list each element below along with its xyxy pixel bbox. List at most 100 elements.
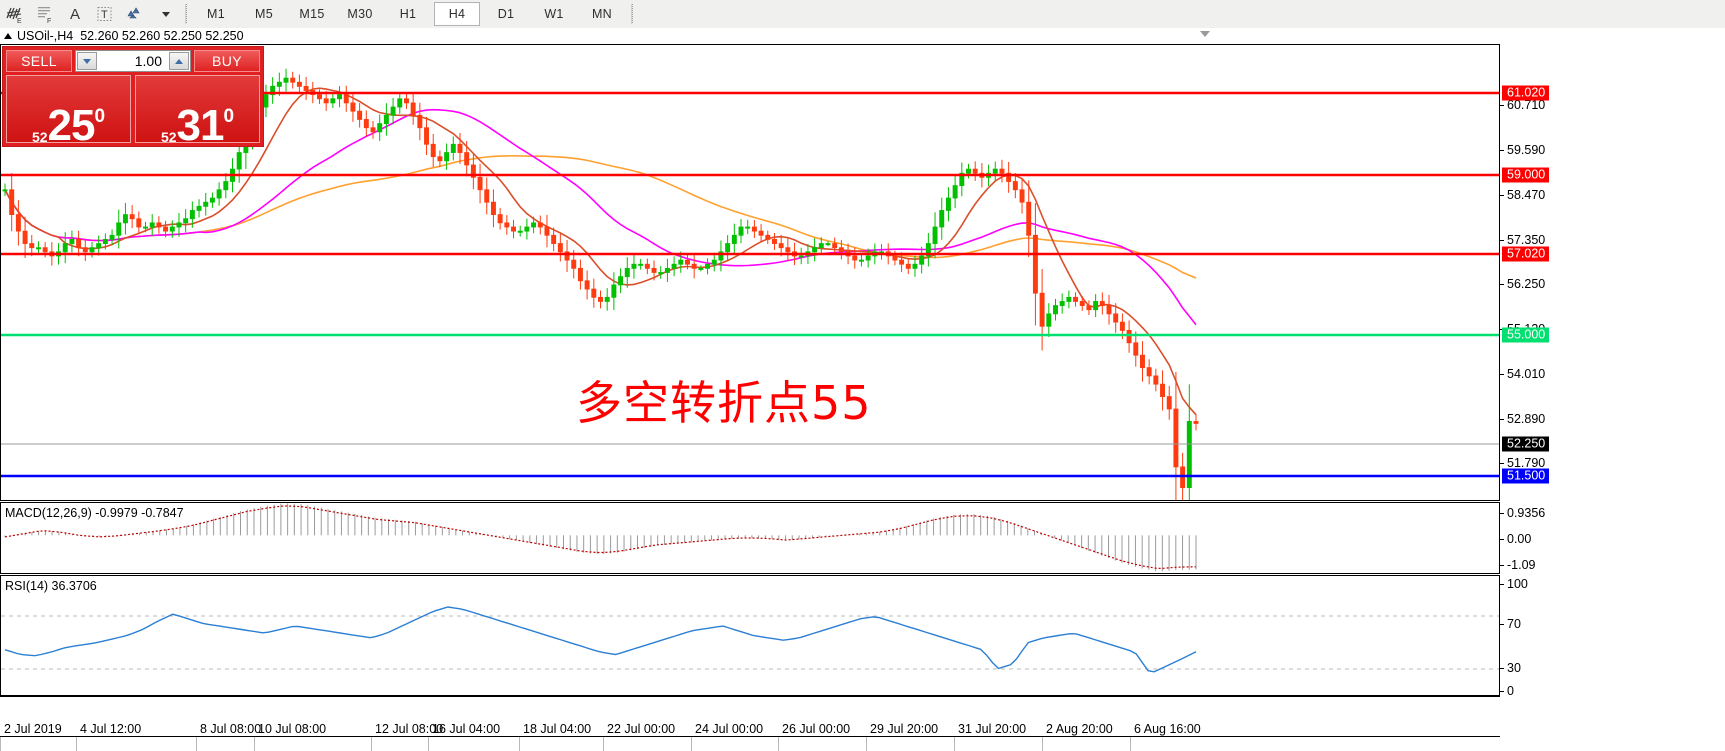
price-tick: 57.350 xyxy=(1500,233,1545,247)
price-tick: 60.710 xyxy=(1500,98,1545,112)
sell-price-fraction: 0 xyxy=(94,106,106,127)
time-axis-label: 2 Jul 2019 xyxy=(4,722,62,736)
macd-tick: 0.00 xyxy=(1500,532,1531,546)
time-axis-label: 2 Aug 20:00 xyxy=(1046,722,1113,736)
one-click-controls: SELL 1.00 BUY xyxy=(3,47,263,75)
one-click-prices: 52250 52310 xyxy=(3,75,263,146)
rsi-tick: 100 xyxy=(1500,577,1528,591)
rsi-scale: 100 70 30 0 xyxy=(1500,575,1725,698)
time-axis-label: 8 Jul 08:00 xyxy=(200,722,262,736)
objects-icon[interactable] xyxy=(120,1,150,27)
time-axis-separator xyxy=(603,737,604,751)
sell-price-box[interactable]: 52250 xyxy=(6,75,131,143)
chart-area: USOil-,H4 52.260 52.260 52.250 52.250 多空… xyxy=(0,28,1725,751)
volume-input[interactable]: 1.00 xyxy=(98,51,168,71)
rsi-plot xyxy=(1,606,1499,673)
time-axis-separator xyxy=(1042,737,1043,751)
one-click-trading-panel[interactable]: SELL 1.00 BUY 52250 52310 xyxy=(2,46,264,147)
time-axis-separator xyxy=(691,737,692,751)
macd-label: MACD(12,26,9) -0.9979 -0.7847 xyxy=(5,506,184,520)
timeframe-m5[interactable]: M5 xyxy=(255,7,273,21)
chevron-down-icon xyxy=(83,58,91,64)
price-scale[interactable]: 60.71059.59058.47057.35056.25055.13054.0… xyxy=(1500,44,1725,514)
sell-button[interactable]: SELL xyxy=(6,50,72,72)
time-axis-label: 4 Jul 12:00 xyxy=(80,722,142,736)
timeframe-m15[interactable]: M15 xyxy=(299,7,325,21)
time-axis-separator xyxy=(76,737,77,751)
buy-price-box[interactable]: 52310 xyxy=(135,75,260,143)
toolbar-separator-2 xyxy=(631,4,633,24)
time-axis-label: 24 Jul 00:00 xyxy=(695,722,764,736)
timeframe-m30[interactable]: M30 xyxy=(347,7,373,21)
text-box-icon[interactable]: T xyxy=(90,1,120,27)
price-level-tag: 59.000 xyxy=(1502,167,1550,183)
buy-price-fraction: 0 xyxy=(223,106,235,127)
price-tick: 56.250 xyxy=(1500,277,1545,291)
price-tick: 52.890 xyxy=(1500,412,1545,426)
time-axis-separator xyxy=(0,737,1,751)
chart-collapse-arrow-icon[interactable] xyxy=(1200,31,1210,37)
time-axis-separator xyxy=(519,737,520,751)
volume-increment-button[interactable] xyxy=(169,52,189,70)
toolbar: E F A T xyxy=(0,0,1725,29)
time-axis-separator xyxy=(428,737,429,751)
time-axis-separator xyxy=(371,737,372,751)
time-axis-separator xyxy=(254,737,255,751)
indicators-icon[interactable]: E xyxy=(0,1,30,27)
chevron-up-icon xyxy=(175,58,183,64)
rsi-tick: 0 xyxy=(1500,684,1514,698)
time-axis-label: 18 Jul 04:00 xyxy=(523,722,592,736)
time-axis-label: 16 Jul 04:00 xyxy=(432,722,501,736)
macd-scale: 0.9356 0.00 -1.09 xyxy=(1500,502,1725,574)
price-level-tag: 51.500 xyxy=(1502,468,1550,484)
chart-annotation-text: 多空转折点55 xyxy=(576,376,872,430)
price-plot xyxy=(1,68,1499,500)
svg-text:F: F xyxy=(47,18,51,24)
volume-stepper[interactable]: 1.00 xyxy=(75,50,191,72)
text-label-icon[interactable]: A xyxy=(69,5,80,23)
timeframe-m1[interactable]: M1 xyxy=(207,7,225,21)
buy-price-big: 31 xyxy=(176,101,225,143)
rsi-label: RSI(14) 36.3706 xyxy=(5,579,97,593)
price-level-tag: 61.020 xyxy=(1502,85,1550,101)
timeframe-d1[interactable]: D1 xyxy=(497,7,515,21)
symbol-ohlc-text: USOil-,H4 52.260 52.260 52.250 52.250 xyxy=(17,29,244,43)
timeframe-h4[interactable]: H4 xyxy=(434,2,480,26)
rsi-tick: 30 xyxy=(1500,661,1521,675)
price-tick: 59.590 xyxy=(1500,143,1545,157)
symbol-info-bar: USOil-,H4 52.260 52.260 52.250 52.250 xyxy=(0,28,1504,44)
templates-icon[interactable]: F xyxy=(30,1,60,27)
time-axis-label: 31 Jul 20:00 xyxy=(958,722,1027,736)
price-level-tag: 52.250 xyxy=(1502,436,1550,452)
sell-price-prefix: 52 xyxy=(31,129,48,143)
timeframe-h1[interactable]: H1 xyxy=(399,7,417,21)
time-axis-label: 12 Jul 08:00 xyxy=(375,722,444,736)
svg-text:T: T xyxy=(101,9,108,21)
macd-tick: 0.9356 xyxy=(1500,506,1545,520)
volume-decrement-button[interactable] xyxy=(77,52,97,70)
macd-tick: -1.09 xyxy=(1500,558,1536,572)
objects-dropdown-icon[interactable] xyxy=(150,1,180,27)
rsi-tick: 70 xyxy=(1500,617,1521,631)
price-panel[interactable]: 多空转折点55 xyxy=(0,44,1500,501)
time-axis-label: 10 Jul 08:00 xyxy=(258,722,327,736)
time-axis-separator xyxy=(196,737,197,751)
buy-button[interactable]: BUY xyxy=(194,50,260,72)
time-axis-label: 6 Aug 16:00 xyxy=(1134,722,1201,736)
time-axis[interactable]: 2 Jul 2019 4 Jul 12:00 8 Jul 08:00 10 Jul 0… xyxy=(0,696,1500,751)
timeframe-mn[interactable]: MN xyxy=(591,7,613,21)
macd-panel[interactable]: MACD(12,26,9) -0.9979 -0.7847 xyxy=(0,502,1500,574)
price-tick: 51.790 xyxy=(1500,456,1545,470)
time-axis-baseline xyxy=(0,736,1500,737)
rsi-panel[interactable]: RSI(14) 36.3706 xyxy=(0,575,1500,696)
price-level-tag: 55.000 xyxy=(1502,327,1550,343)
time-axis-separator xyxy=(866,737,867,751)
buy-price-prefix: 52 xyxy=(160,129,177,143)
collapse-triangle-icon[interactable] xyxy=(4,33,12,39)
time-axis-label: 29 Jul 20:00 xyxy=(870,722,939,736)
timeframe-w1[interactable]: W1 xyxy=(544,7,564,21)
svg-text:E: E xyxy=(17,18,22,24)
time-axis-separator xyxy=(1130,737,1131,751)
time-axis-label: 26 Jul 00:00 xyxy=(782,722,851,736)
